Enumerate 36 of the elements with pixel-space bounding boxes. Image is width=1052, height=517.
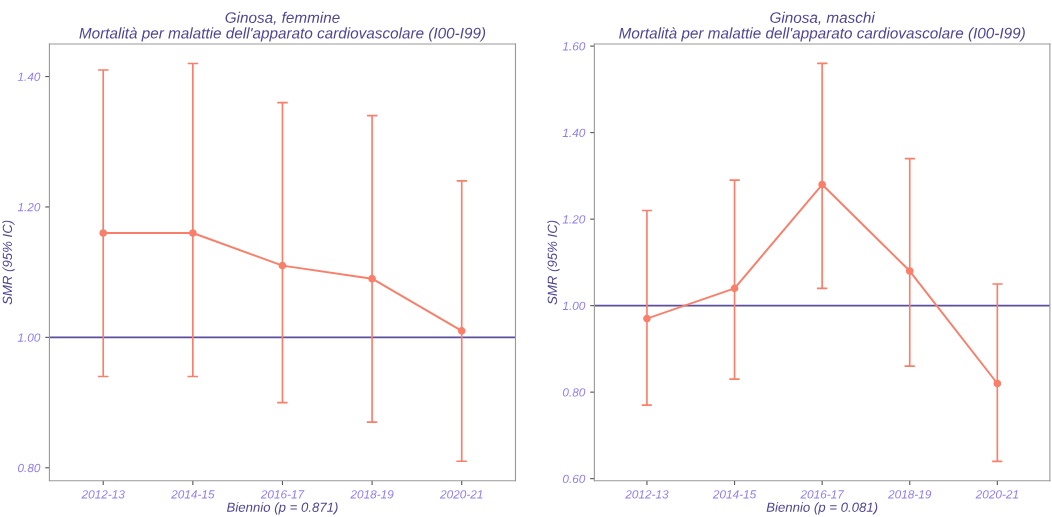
point (730, 284, 739, 293)
y-tick-label: 0.60 (562, 474, 586, 484)
x-tick-label: 2020-21 (439, 490, 483, 499)
y-tick-label: 1.60 (562, 42, 586, 51)
y-tick-label: 1.40 (562, 128, 586, 138)
x-tick-label: 2018-19 (888, 490, 932, 499)
x-tick-label: 2012-13 (81, 490, 125, 499)
chart-title: Ginosa, maschi Mortalità per malattie dell'apparato cardiovascolare (I00-I99) (619, 11, 1025, 42)
y-axis-title: SMR (95% IC) (2, 220, 15, 305)
x-tick-label: 2016-17 (260, 490, 305, 499)
y-tick-label: 0.80 (562, 388, 586, 397)
point (189, 229, 197, 237)
x-axis-title: Biennio (p = 0.871) (226, 502, 338, 515)
point (643, 314, 651, 323)
point (818, 180, 826, 189)
x-axis-title: Biennio (p = 0.081) (766, 502, 878, 515)
y-tick-label: 1.00 (17, 333, 41, 342)
y-tick-label: 1.20 (562, 215, 586, 224)
point (457, 327, 466, 335)
point (993, 379, 1002, 388)
x-tick-label: 2018-19 (350, 490, 394, 499)
x-tick-label: 2014-15 (712, 490, 757, 499)
y-axis-title: SMR (95% IC) (547, 220, 560, 305)
y-tick-label: 0.80 (17, 463, 41, 473)
point (905, 267, 914, 275)
x-tick-label: 2020-21 (975, 490, 1018, 499)
y-tick-label: 1.00 (562, 301, 586, 311)
point (368, 274, 376, 283)
point (99, 229, 108, 237)
y-tick-label: 1.40 (17, 72, 41, 81)
chart-title: Ginosa, femmine Mortalità per malattie dell'apparato cardiovascolare (I00-I99) (79, 11, 486, 42)
point (278, 261, 287, 270)
x-tick-label: 2014-15 (171, 490, 215, 499)
x-tick-label: 2012-13 (625, 490, 669, 499)
y-tick-label: 1.20 (17, 202, 41, 212)
x-tick-label: 2016-17 (800, 490, 845, 499)
